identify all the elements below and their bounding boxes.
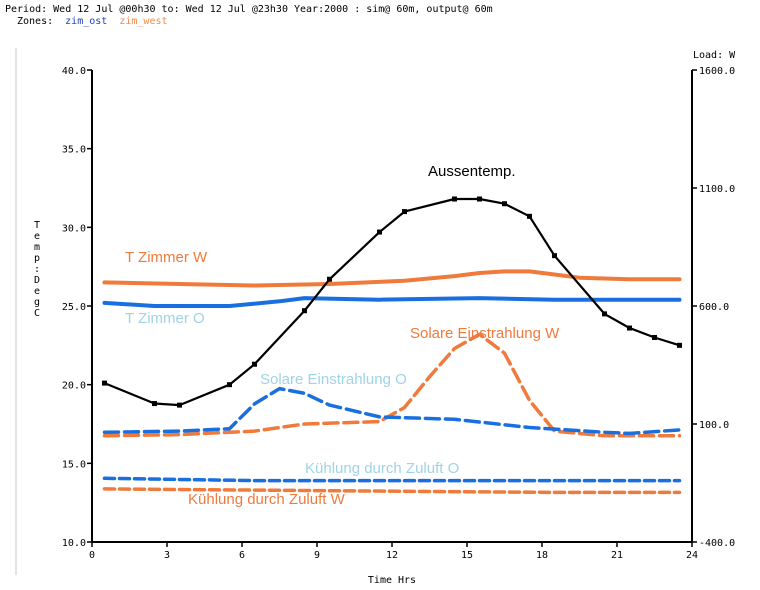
series-line-solare-einstrahlung-o <box>102 386 682 436</box>
data-point <box>677 342 682 348</box>
zones-label: Zones: <box>17 16 53 27</box>
series-line-k-hlung-durch-zuluft-w <box>102 487 682 495</box>
data-point <box>152 401 157 407</box>
x-tick-label: 3 <box>164 550 170 561</box>
data-point <box>327 276 332 282</box>
annotation-t-zimmer-w: T Zimmer W <box>125 249 208 266</box>
y2-tick-label: 1600.0 <box>699 66 735 77</box>
y2-axis-label: Load: W <box>693 50 736 61</box>
series-line-t-zimmer-w <box>102 269 682 288</box>
series-line-k-hlung-durch-zuluft-o <box>102 476 682 483</box>
x-tick-label: 21 <box>611 550 623 561</box>
data-point <box>402 209 407 215</box>
annotation-aussentemp: Aussentemp. <box>428 163 516 180</box>
data-point <box>602 311 607 317</box>
series-line-aussentemp <box>103 197 681 407</box>
data-point <box>377 229 382 235</box>
data-point <box>227 382 232 388</box>
x-tick-label: 12 <box>386 550 398 561</box>
x-tick-label: 15 <box>461 550 473 561</box>
x-tick-label: 0 <box>89 550 95 561</box>
y-tick-label: 40.0 <box>62 66 86 77</box>
y-tick-label: 20.0 <box>62 381 86 392</box>
y-tick-label: 25.0 <box>62 302 86 313</box>
y2-tick-label: 600.0 <box>699 302 729 313</box>
zone-zim-west: zim_west <box>119 16 167 27</box>
y2-tick-label: 1100.0 <box>699 184 735 195</box>
y-tick-label: 15.0 <box>62 459 86 470</box>
series-line-solare-einstrahlung-w <box>102 332 682 438</box>
y2-tick-label: -400.0 <box>699 538 735 549</box>
annotation-solare-einstrahlung-o: Solare Einstrahlung O <box>260 371 407 388</box>
annotation-k-hlung-durch-zuluft-o: Kühlung durch Zuluft O <box>305 460 459 477</box>
data-point <box>552 253 557 259</box>
x-tick-label: 24 <box>686 550 698 561</box>
x-tick-label: 18 <box>536 550 548 561</box>
data-point <box>502 201 507 207</box>
data-point <box>302 308 307 314</box>
svg-text:Zones: zim_ost zim_wes: Zones: zim_ost zim_west <box>17 16 168 27</box>
data-point <box>177 402 182 408</box>
y-tick-label: 10.0 <box>62 538 86 549</box>
data-point <box>477 196 482 202</box>
annotation-t-zimmer-o: T Zimmer O <box>125 310 205 327</box>
annotation-solare-einstrahlung-w: Solare Einstrahlung W <box>410 325 560 342</box>
annotation-k-hlung-durch-zuluft-w: Kühlung durch Zuluft W <box>188 491 346 508</box>
y-tick-label: 30.0 <box>62 223 86 234</box>
data-point <box>452 196 457 202</box>
x-axis-label: Time Hrs <box>368 575 416 586</box>
x-tick-label: 6 <box>239 550 245 561</box>
zone-zim-ost: zim_ost <box>65 16 107 27</box>
data-point <box>627 325 632 331</box>
x-tick-label: 9 <box>314 550 320 561</box>
data-point <box>652 334 657 340</box>
period-line: Period: Wed 12 Jul @00h30 to: Wed 12 Jul… <box>5 4 493 15</box>
data-point <box>102 380 107 386</box>
data-point <box>527 213 532 219</box>
y2-tick-label: 100.0 <box>699 420 729 431</box>
y-tick-label: 35.0 <box>62 145 86 156</box>
data-point <box>252 361 257 367</box>
